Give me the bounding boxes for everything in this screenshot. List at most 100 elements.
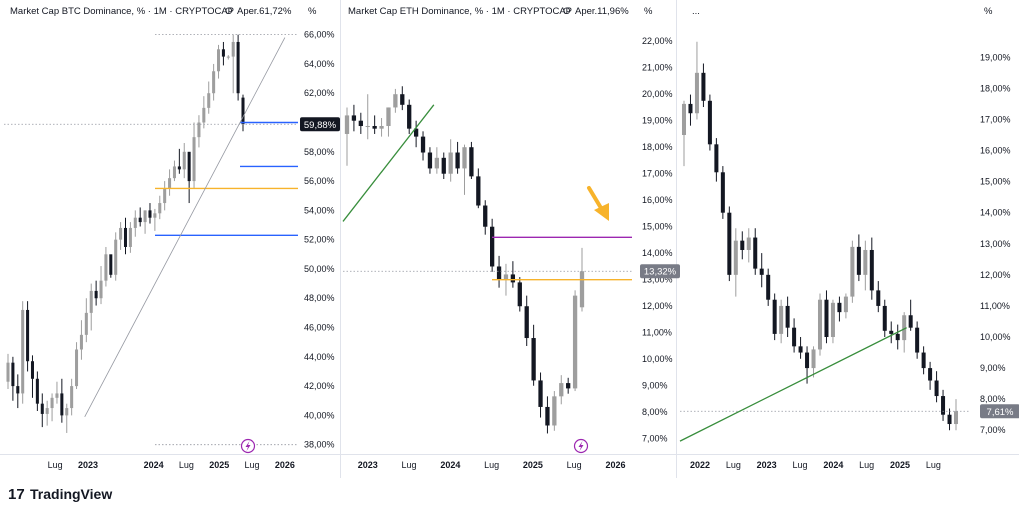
y-tick-label: 17,00% — [642, 169, 673, 179]
candle-down — [476, 176, 481, 206]
y-tick-label: 13,00% — [980, 239, 1011, 249]
candle-up — [863, 249, 868, 275]
arrow-head — [594, 203, 609, 221]
candle-up — [448, 152, 453, 174]
candle-up — [344, 115, 350, 134]
last-value-label: 7,61% — [987, 407, 1014, 418]
candle-down — [882, 305, 887, 331]
y-tick-label: 10,00% — [980, 332, 1011, 342]
candle-up — [552, 396, 557, 426]
x-tick-label: 2023 — [78, 460, 98, 470]
candle-down — [772, 299, 777, 334]
candle-up — [158, 203, 162, 214]
candle-up — [811, 349, 816, 369]
trendline[interactable] — [342, 104, 435, 222]
candle-down — [837, 302, 842, 313]
axis-unit-label: % — [308, 6, 317, 17]
candle-down — [427, 152, 433, 169]
x-tick-label: Lug — [726, 460, 741, 470]
x-tick-label: 2025 — [890, 460, 910, 470]
candle-down — [941, 396, 946, 415]
candle-down — [413, 128, 419, 137]
y-tick-label: 66,00% — [304, 30, 335, 40]
candle-up — [84, 312, 88, 335]
lightning-icon[interactable] — [573, 438, 589, 454]
y-tick-label: 50,00% — [304, 264, 335, 274]
ohlc-open-value: Aper.11,96% — [575, 6, 629, 17]
candle-up — [163, 188, 167, 204]
last-value-badge — [640, 264, 680, 279]
y-tick-label: 44,00% — [304, 352, 335, 362]
candle-down — [60, 393, 64, 416]
y-tick-label: 42,00% — [304, 381, 335, 391]
y-tick-label: 14,00% — [980, 208, 1011, 218]
y-tick-label: 21,00% — [642, 63, 673, 73]
candle-down — [889, 330, 894, 334]
candle-up — [182, 151, 186, 170]
x-tick-label: Lug — [567, 460, 582, 470]
candle-down — [805, 352, 810, 369]
candle-down — [524, 306, 529, 339]
candle-down — [16, 386, 20, 394]
btc-dominance-panel[interactable]: Market Cap BTC Dominance, % · 1M · CRYPT… — [4, 6, 340, 470]
candle-up — [572, 295, 578, 389]
candle-up — [79, 334, 83, 350]
x-tick-label: 2024 — [144, 460, 164, 470]
y-tick-label: 7,00% — [642, 434, 668, 444]
arrow-down-right-icon[interactable] — [587, 186, 609, 221]
arrow-shaft — [587, 186, 603, 210]
candle-up — [50, 397, 54, 409]
third-dominance-panel[interactable]: ... % 19,00% 18,00% 17,00% 16,00% 15,00% 14,00%… — [679, 6, 1019, 470]
candle-up — [503, 274, 509, 280]
lightning-icon[interactable] — [240, 438, 256, 454]
y-tick-label: 19,00% — [980, 52, 1011, 62]
candle-down — [759, 268, 764, 275]
candle-up — [746, 237, 751, 250]
candle-down — [187, 151, 191, 182]
tradingview-logo-text: TradingView — [30, 486, 112, 502]
candle-down — [517, 282, 522, 307]
candle-up — [192, 137, 196, 182]
candle-down — [824, 299, 829, 338]
candle-down — [30, 361, 34, 379]
candle-down — [714, 144, 719, 173]
candle-up — [462, 147, 467, 169]
candle-down — [236, 41, 240, 94]
candle-up — [386, 107, 391, 127]
y-tick-label: 16,00% — [642, 195, 673, 205]
candle-down — [566, 383, 571, 389]
y-tick-label: 8,00% — [642, 407, 668, 417]
candle-down — [531, 338, 536, 381]
candle-down — [400, 94, 405, 105]
y-tick-label: 7,00% — [980, 425, 1006, 435]
panel-title[interactable]: Market Cap ETH Dominance, % · 1M · CRYPT… — [348, 6, 572, 17]
trendline[interactable] — [679, 327, 907, 442]
trendline[interactable] — [84, 37, 286, 418]
candle-up — [902, 315, 907, 341]
y-tick-label: 16,00% — [980, 146, 1011, 156]
candle-up — [217, 49, 221, 72]
panel-title[interactable]: Market Cap BTC Dominance, % · 1M · CRYPT… — [10, 6, 234, 17]
candle-up — [207, 93, 211, 108]
candle-up — [953, 411, 959, 425]
candle-up — [55, 393, 59, 398]
y-tick-label: 62,00% — [304, 88, 335, 98]
y-tick-label: 38,00% — [304, 440, 335, 450]
axis-unit-label: % — [984, 6, 993, 17]
x-tick-label: 2024 — [440, 460, 460, 470]
y-tick-label: 22,00% — [642, 36, 673, 46]
tradingview-logo[interactable]: 17 TradingView — [8, 486, 112, 503]
candle-down — [490, 226, 495, 267]
candle-down — [934, 380, 939, 397]
ohlc-open-value: Aper.61,72% — [237, 6, 292, 17]
candle-down — [40, 403, 44, 414]
lightning-bolt — [245, 441, 251, 451]
eth-dominance-panel[interactable]: Market Cap ETH Dominance, % · 1M · CRYPT… — [342, 6, 680, 470]
candle-up — [559, 383, 564, 397]
candle-down — [420, 136, 426, 153]
candle-down — [35, 378, 39, 404]
candle-up — [75, 349, 79, 387]
candle-down — [455, 152, 460, 169]
candle-up — [434, 157, 439, 169]
